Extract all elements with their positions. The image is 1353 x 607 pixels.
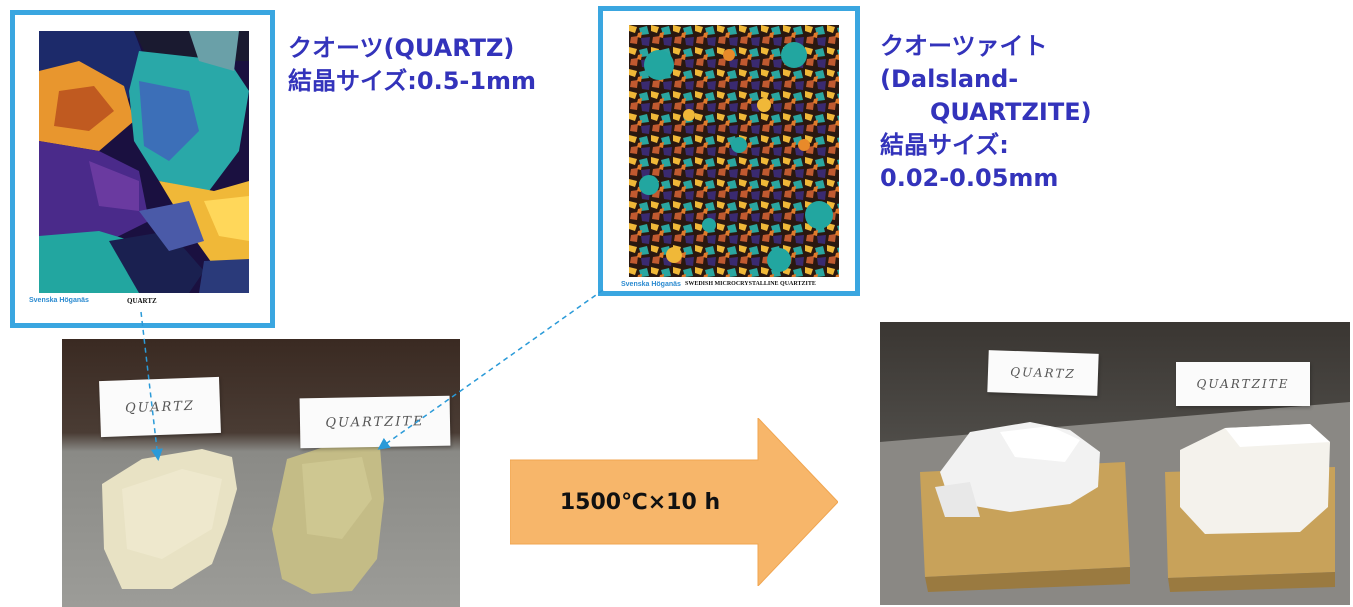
quartzite-caption-name-1: (Dalsland-	[880, 65, 1019, 94]
heating-condition-label: 1500℃×10 h	[559, 489, 721, 515]
quartz-micrograph	[39, 31, 249, 293]
quartzite-card-label: SWEDISH MICROCRYSTALLINE QUARTZITE	[685, 281, 816, 287]
quartz-micrograph-card: Svenska Höganäs QUARTZ	[10, 10, 275, 328]
quartz-caption: クオーツ(QUARTZ) 結晶サイズ:0.5-1mm	[288, 32, 536, 98]
quartzite-caption-size-label: 結晶サイズ:	[880, 131, 1009, 160]
quartzite-caption-size-value: 0.02-0.05mm	[880, 164, 1059, 193]
quartzite-micrograph	[629, 25, 839, 277]
heating-arrow: 1500℃×10 h	[509, 416, 839, 588]
quartz-caption-size: 結晶サイズ:0.5-1mm	[288, 67, 537, 96]
before-heating-photo: QUARTZ QUARTZITE	[62, 339, 460, 607]
after-heating-photo: QUARTZ QUARTZITE	[880, 322, 1350, 605]
quartz-card-brand: Svenska Höganäs	[29, 297, 89, 304]
quartzite-micrograph-card: Svenska Höganäs SWEDISH MICROCRYSTALLINE…	[598, 6, 860, 296]
quartzite-caption-title: クオーツァイト	[880, 32, 1048, 60]
after-quartz-tag: QUARTZ	[987, 350, 1099, 396]
quartz-card-label: QUARTZ	[127, 297, 157, 305]
quartzite-caption: クオーツァイト (Dalsland- QUARTZITE) 結晶サイズ: 0.0…	[880, 30, 1092, 196]
quartzite-caption-name-2: QUARTZITE)	[930, 98, 1092, 127]
after-quartzite-tag: QUARTZITE	[1176, 362, 1310, 406]
quartz-caption-title: クオーツ(QUARTZ)	[288, 34, 515, 62]
quartzite-card-brand: Svenska Höganäs	[621, 281, 681, 288]
